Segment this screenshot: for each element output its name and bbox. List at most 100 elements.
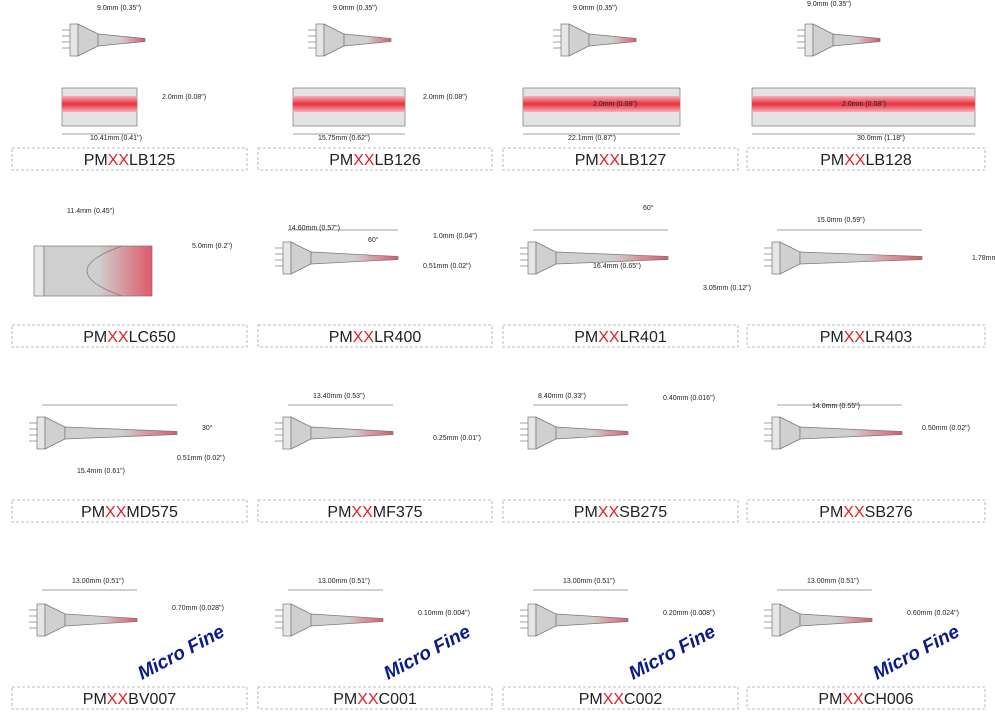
name-prefix: PM (574, 504, 598, 521)
tip-body (43, 245, 153, 297)
tip-cell: 8.40mm (0.33") 0.40mm (0.016") PMXXSB275 (502, 393, 739, 523)
name-box (502, 324, 739, 348)
name-box (502, 147, 739, 171)
tip-cell: 13.00mm (0.51") 0.20mm (0.008") Micro Fine… (502, 578, 739, 710)
name-code: XX (107, 691, 129, 708)
dimension-label: 1.0mm (0.04") (433, 233, 477, 240)
dimension-label: 16.4mm (0.65") (593, 263, 641, 270)
cone (779, 241, 801, 275)
name-box (11, 147, 248, 171)
tip-cell: 60° 16.4mm (0.65") 3.05mm (0.12") PMXXLR401 (502, 204, 751, 348)
dimension-label: 15.0mm (0.59") (817, 217, 865, 224)
collar (282, 416, 292, 450)
tip-cell: 13.00mm (0.51") 0.60mm (0.024") Micro Fine… (746, 578, 986, 710)
shaft (555, 426, 629, 440)
dimension-label: 1.78mm (0.07") (972, 255, 995, 262)
shaft (832, 33, 881, 47)
name-code: XX (351, 504, 373, 521)
name-code: XX (108, 152, 130, 169)
tip-cell: 9.0mm (0.35") 2.0mm (0.08") 22.1mm (0.87")… (502, 5, 739, 171)
tip-stripe (523, 96, 680, 112)
tip-cell: 14.60mm (0.57") 60° 1.0mm (0.04") 0.51mm (0… (257, 225, 493, 348)
name-code: XX (843, 504, 865, 521)
name-suffix: SB276 (865, 504, 913, 521)
name-suffix: C001 (379, 691, 417, 708)
shaft (343, 33, 392, 47)
name-suffix: SB275 (619, 504, 667, 521)
name-code: XX (844, 329, 866, 346)
collar (527, 241, 537, 275)
shaft (97, 33, 146, 47)
dimension-label: 10.41mm (0.41") (90, 135, 142, 142)
name-code: XX (603, 691, 625, 708)
dimension-label: 0.20mm (0.008") (663, 610, 715, 617)
name-code: XX (599, 152, 621, 169)
tip-curve (86, 245, 123, 297)
name-suffix: C002 (624, 691, 662, 708)
shaft (310, 613, 384, 627)
name-box (257, 499, 493, 523)
name-suffix: LB125 (129, 152, 175, 169)
micro-fine-badge: Micro Fine (869, 621, 963, 684)
collar (282, 603, 292, 637)
cone (290, 603, 312, 637)
name-prefix: PM (327, 504, 351, 521)
collar (36, 416, 46, 450)
shaft (799, 426, 903, 440)
name-suffix: LC650 (129, 329, 176, 346)
name-prefix: PM (819, 504, 843, 521)
product-name: PMXXLR403 (820, 329, 913, 346)
product-name: PMXXC002 (579, 691, 663, 708)
product-name: PMXXC001 (333, 691, 417, 708)
dimension-label: 2.0mm (0.08") (162, 94, 206, 101)
product-name: PMXXLR400 (329, 329, 422, 346)
dimension-label: 13.00mm (0.51") (563, 578, 615, 585)
name-suffix: CH006 (864, 691, 914, 708)
shaft (64, 426, 178, 440)
product-name: PMXXLC650 (83, 329, 176, 346)
dimension-label: 0.51mm (0.02") (177, 455, 225, 462)
name-prefix: PM (333, 691, 357, 708)
shaft (588, 33, 637, 47)
cone (44, 416, 66, 450)
dimension-label: 5.0mm (0.2") (192, 243, 232, 250)
shaft (555, 613, 629, 627)
tip-cell: 30° 0.51mm (0.02") 15.4mm (0.61") PMXXMD575 (11, 404, 248, 523)
product-name: PMXXSB276 (819, 504, 912, 521)
micro-fine-badge: Micro Fine (625, 621, 719, 684)
collar (771, 603, 781, 637)
dimension-label: 14.60mm (0.57") (288, 225, 340, 232)
name-prefix: PM (574, 329, 598, 346)
dimension-label: 13.00mm (0.51") (807, 578, 859, 585)
collar (315, 23, 325, 57)
name-suffix: MD575 (126, 504, 178, 521)
micro-fine-badge: Micro Fine (380, 621, 474, 684)
name-code: XX (107, 329, 129, 346)
cone (812, 23, 834, 57)
collar (804, 23, 814, 57)
dimension-label: 0.25mm (0.01") (433, 435, 481, 442)
name-suffix: MF375 (373, 504, 423, 521)
collar (527, 603, 537, 637)
cone (44, 603, 66, 637)
collar (560, 23, 570, 57)
dimension-label: 0.40mm (0.016") (663, 395, 715, 402)
name-code: XX (842, 691, 864, 708)
cone (323, 23, 345, 57)
name-box (502, 686, 739, 710)
cone (290, 416, 312, 450)
tip-cell: 11.4mm (0.45") 5.0mm (0.2") PMXXLC650 (11, 208, 248, 348)
tip-stripe (62, 96, 137, 112)
name-suffix: LB126 (375, 152, 421, 169)
collar (771, 416, 781, 450)
tip-cell: 15.0mm (0.59") 1.78mm (0.07") PMXXLR403 (746, 217, 995, 348)
shaft (310, 426, 394, 440)
micro-fine-badge: Micro Fine (134, 621, 228, 684)
name-suffix: LR403 (865, 329, 912, 346)
dimension-label: 0.50mm (0.02") (922, 425, 970, 432)
name-code: XX (598, 504, 620, 521)
dimension-label: 9.0mm (0.35") (807, 1, 851, 8)
cone (290, 241, 312, 275)
dimension-label: 9.0mm (0.35") (573, 5, 617, 12)
